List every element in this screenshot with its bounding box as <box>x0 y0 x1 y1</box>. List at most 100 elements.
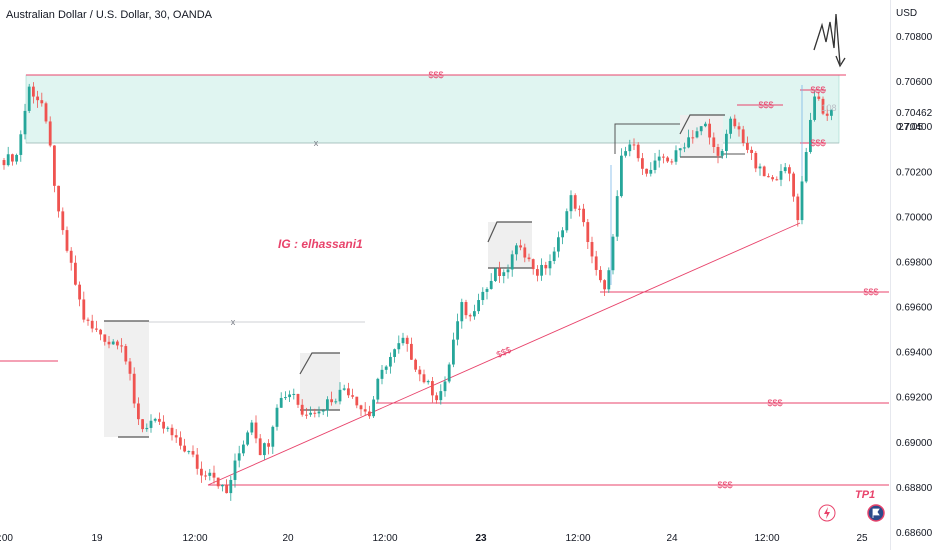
countdown-label: 27:05 <box>898 122 923 133</box>
candle <box>426 379 430 385</box>
price-axis[interactable]: 0.70800 0.70600 0.70400 0.70200 0.70000 0.698… <box>896 32 932 539</box>
candle-body <box>431 381 434 396</box>
time-tick-label: 24 <box>666 533 678 544</box>
candle <box>662 153 665 164</box>
candle <box>683 142 686 153</box>
candle <box>296 393 300 408</box>
bracket-line <box>614 123 680 154</box>
last-price-label: 0.70462 <box>896 108 932 119</box>
candle-body <box>208 472 212 476</box>
candle <box>103 334 107 346</box>
candle <box>242 440 245 457</box>
candle-body <box>48 121 52 146</box>
candle-body <box>95 328 98 330</box>
candle-body <box>254 422 258 439</box>
lightning-icon[interactable] <box>818 504 836 522</box>
candle <box>435 392 438 404</box>
price-tick-label: 0.70000 <box>896 212 932 223</box>
candle <box>221 484 224 492</box>
candle-body <box>783 167 787 172</box>
candle-body <box>830 109 833 116</box>
candle <box>729 116 732 139</box>
candle-body <box>435 395 438 401</box>
candle-body <box>620 155 623 197</box>
candle-body <box>687 137 690 148</box>
candle <box>468 313 472 322</box>
candle <box>578 205 581 217</box>
candle <box>624 146 627 158</box>
candle <box>431 376 434 403</box>
candle-body <box>712 137 716 148</box>
candle-body <box>338 389 342 402</box>
candle-body <box>326 399 329 411</box>
candle-body <box>170 427 174 436</box>
candle <box>384 365 388 374</box>
candle <box>258 434 262 456</box>
candle-body <box>53 145 56 186</box>
candle <box>359 404 363 417</box>
candle <box>649 162 653 177</box>
candle <box>527 253 531 262</box>
candle <box>531 258 535 275</box>
candle-body <box>405 337 409 344</box>
candle <box>712 132 716 154</box>
candle <box>195 448 199 475</box>
candle <box>817 92 821 101</box>
candle <box>485 287 489 300</box>
candle-body <box>271 426 275 447</box>
candle-body <box>321 410 325 412</box>
candle <box>758 163 762 176</box>
candle <box>695 127 699 139</box>
candle <box>351 388 354 399</box>
candle-body <box>582 208 585 223</box>
candle <box>158 412 161 425</box>
candle <box>330 391 333 406</box>
candle-body <box>636 144 640 159</box>
candle-body <box>674 150 678 162</box>
candle-body <box>393 349 396 357</box>
candle <box>498 261 501 283</box>
candle <box>250 419 254 436</box>
candle <box>691 130 695 144</box>
candle-body <box>363 409 367 412</box>
liquidity-label: $$$ <box>863 287 878 297</box>
candle <box>687 129 690 149</box>
candle <box>481 287 485 306</box>
candle <box>620 148 623 198</box>
candle-body <box>586 222 590 243</box>
target-flag-icon[interactable] <box>867 504 885 522</box>
candle <box>804 147 808 184</box>
candle <box>573 193 577 212</box>
candle-body <box>531 259 535 270</box>
candle-body <box>515 245 518 255</box>
candle-body <box>729 118 732 134</box>
candle-body <box>817 96 821 99</box>
candle-body <box>683 147 686 149</box>
candle <box>447 362 451 384</box>
candle-body <box>540 264 543 276</box>
candle-body <box>372 399 375 417</box>
candle <box>418 365 422 382</box>
candle-body <box>275 407 279 427</box>
candle <box>44 101 48 124</box>
candle <box>313 408 317 418</box>
candle <box>288 390 291 402</box>
candle <box>347 382 350 399</box>
candle-body <box>573 195 577 209</box>
price-tick-label: 0.68600 <box>896 528 932 539</box>
candle <box>342 384 346 391</box>
candle <box>741 125 745 147</box>
midline-label: x <box>231 317 236 327</box>
candle-body <box>267 443 270 447</box>
candle-body <box>426 381 430 383</box>
candle-body <box>527 257 531 260</box>
candle <box>544 261 548 275</box>
candle <box>380 365 384 385</box>
time-axis[interactable]: :00 19 12:00 20 12:00 23 12:00 24 12:00 25 <box>0 533 868 544</box>
candle <box>754 150 758 173</box>
candle-body <box>704 123 707 127</box>
liquidity-label: $$$ <box>767 398 782 408</box>
candle-body <box>775 179 779 181</box>
price-tick-label: 0.69800 <box>896 257 932 268</box>
